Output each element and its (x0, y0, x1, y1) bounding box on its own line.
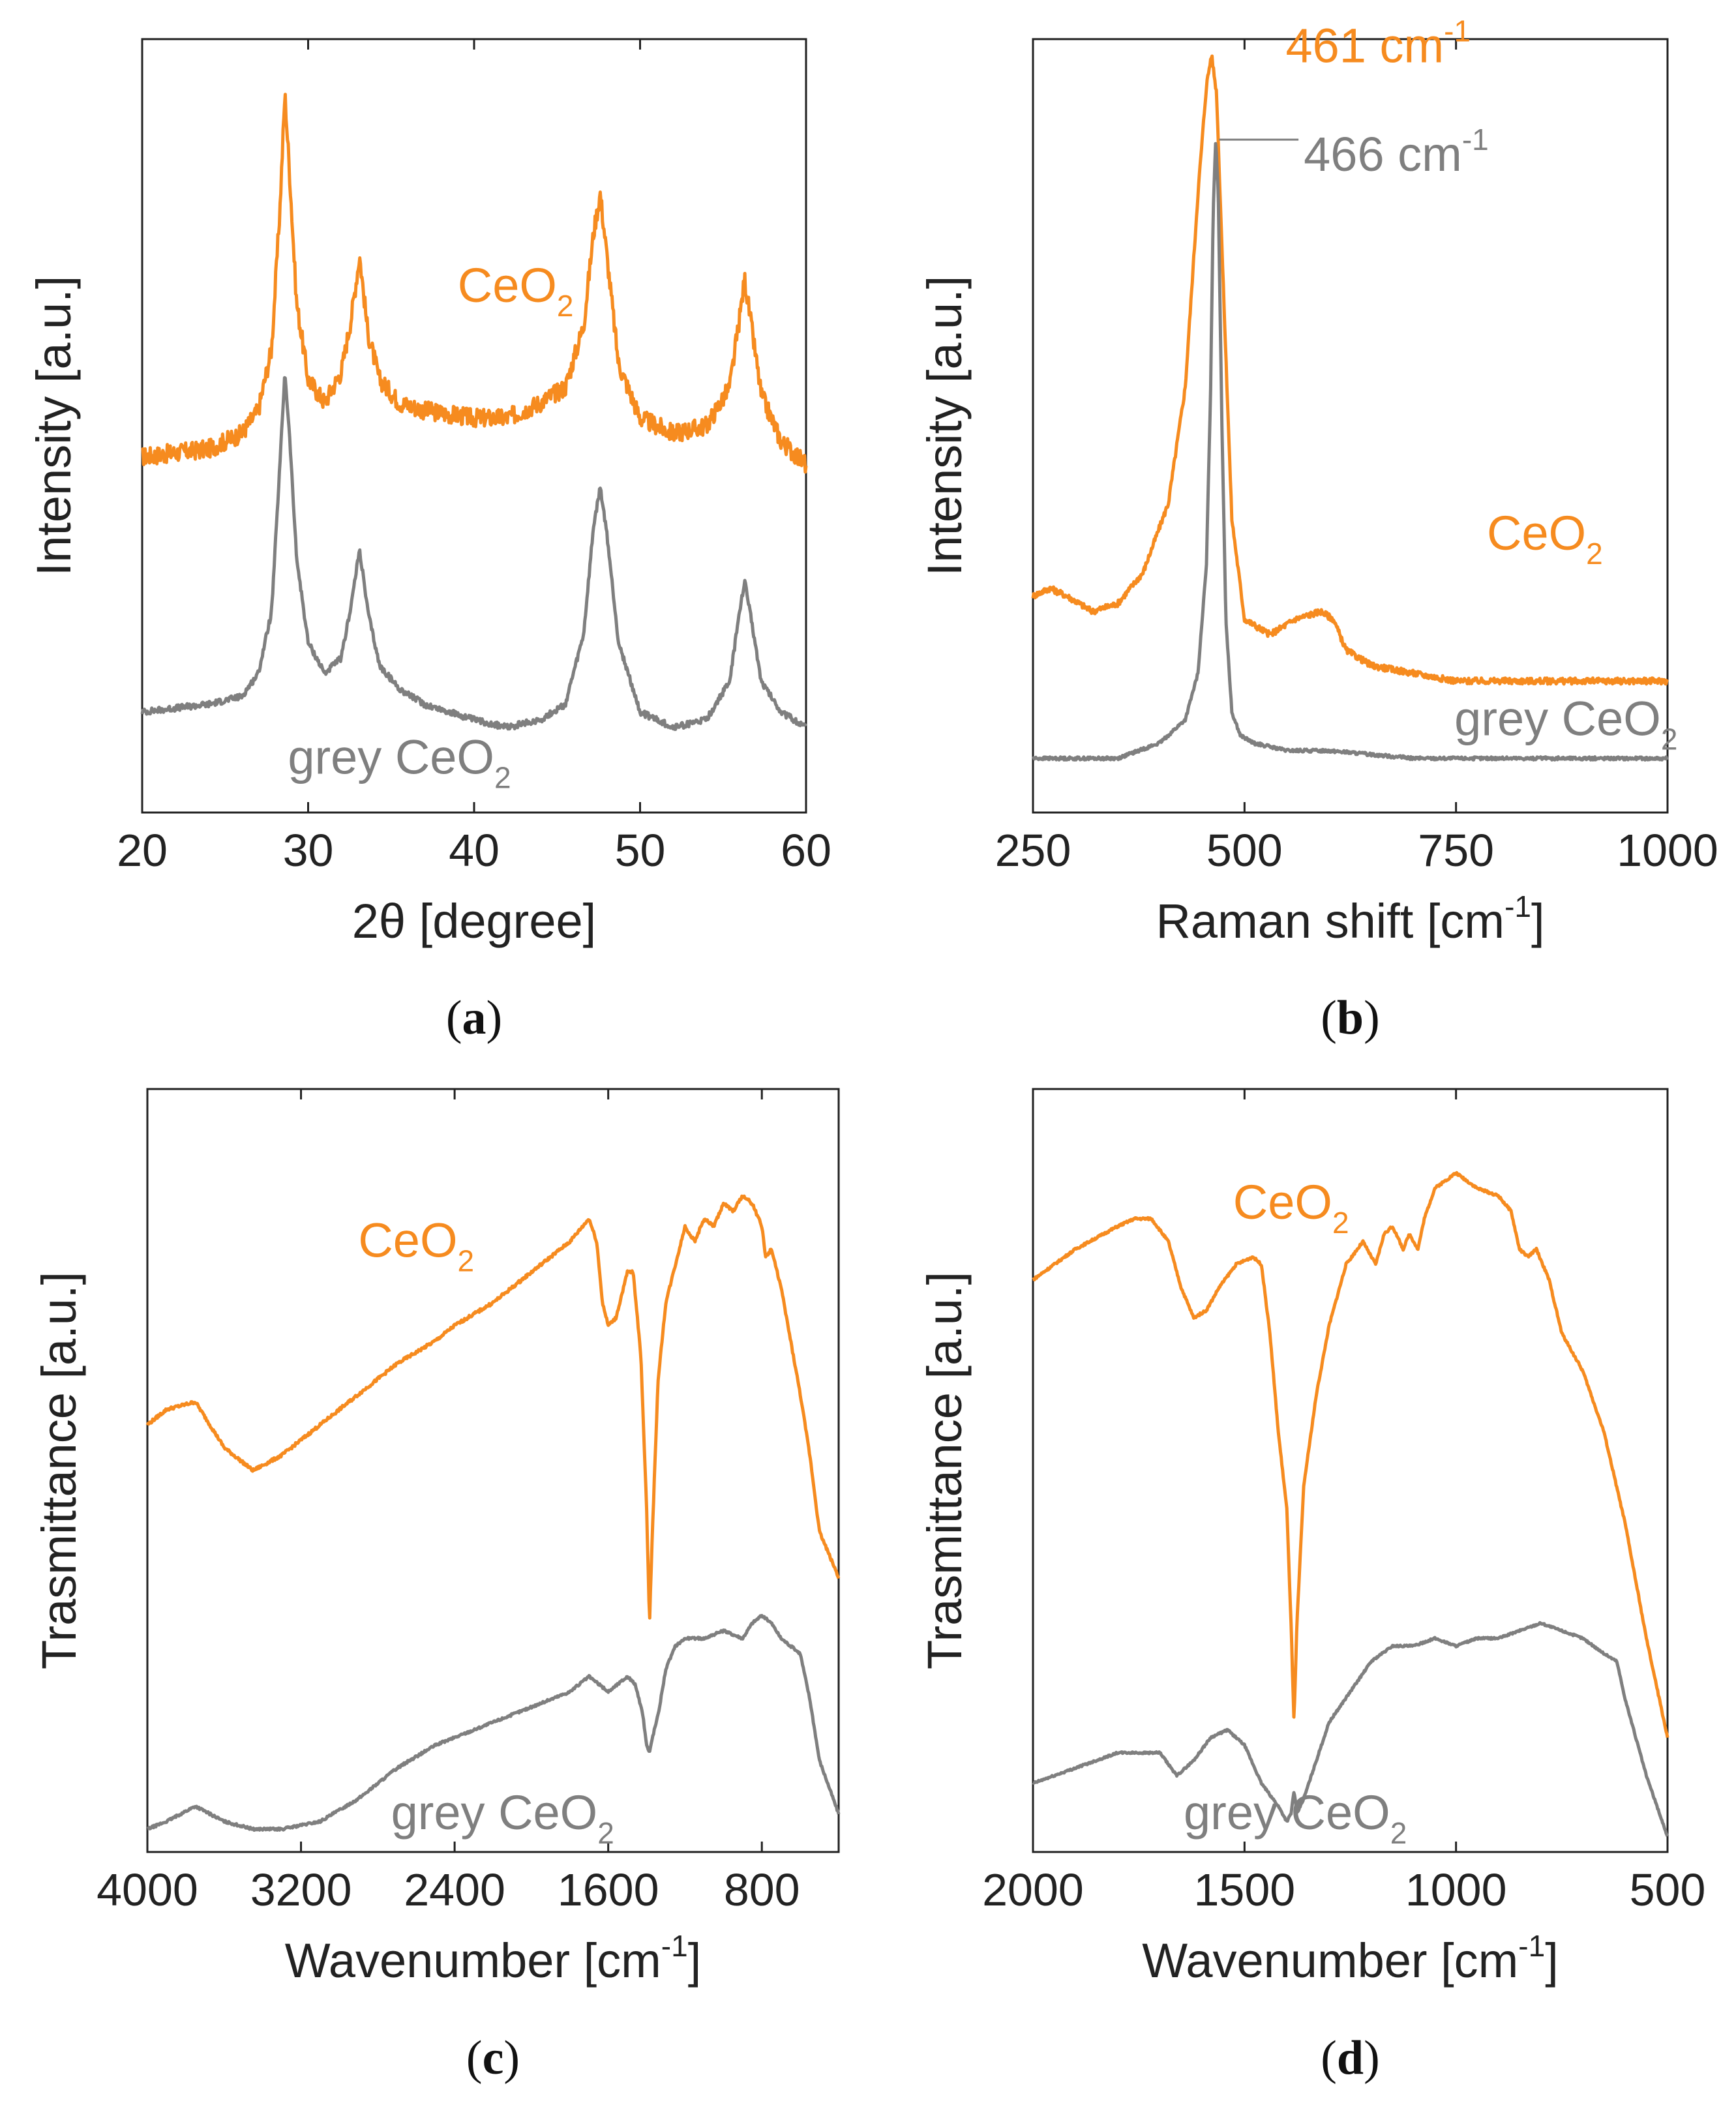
x-tick-label: 50 (615, 825, 666, 876)
y-axis-label: Intensity [a.u.] (918, 276, 972, 576)
x-tick-label: 250 (995, 825, 1071, 876)
y-axis-label: Trasmittance [a.u.] (918, 1272, 972, 1669)
series-line-grey-ceo2 (140, 376, 808, 731)
x-tick-label: 4000 (97, 1864, 198, 1915)
x-axis-label: Raman shift [cm-1] (1156, 889, 1544, 948)
panel-caption: (c) (466, 2031, 520, 2085)
x-tick-label: 30 (283, 825, 334, 876)
panel-caption: (d) (1321, 2031, 1379, 2085)
series-label: grey CeO2 (391, 1785, 614, 1850)
x-tick-label: 1000 (1617, 825, 1718, 876)
panel-b: 250 500 750 1000 Raman shift [cm-1] Intensity… (918, 14, 1718, 1045)
x-tick-label: 60 (781, 825, 831, 876)
series-label: grey CeO2 (1454, 691, 1677, 756)
x-tick-label: 750 (1418, 825, 1494, 876)
series-label: CeO2 (1233, 1175, 1349, 1240)
y-axis-label: Trasmittance [a.u.] (32, 1272, 86, 1669)
series-label: grey CeO2 (1184, 1785, 1407, 1850)
x-tick-label: 20 (117, 825, 168, 876)
panel-c: 4000 3200 2400 1600 800 Wavenumber [cm-1] Tras… (32, 1088, 841, 2085)
x-tick-label: 1500 (1193, 1864, 1295, 1915)
series-line-ceo2 (1032, 1171, 1669, 1739)
series-label: CeO2 (1487, 506, 1603, 571)
series-line-grey-ceo2 (1032, 142, 1669, 762)
series-line-grey-ceo2 (1032, 1620, 1669, 1838)
x-tick-label: 500 (1630, 1864, 1706, 1915)
x-axis-label: Wavenumber [cm-1] (1142, 1929, 1559, 1988)
x-tick-label: 2000 (982, 1864, 1084, 1915)
x-tick-label: 800 (724, 1864, 800, 1915)
panel-d: 2000 1500 1000 500 Wavenumber [cm-1] Trasmitt… (918, 1088, 1706, 2085)
panel-caption: (a) (446, 991, 502, 1045)
x-tick-label: 2400 (404, 1864, 505, 1915)
series-label: grey CeO2 (288, 730, 511, 795)
series-line-ceo2 (1031, 54, 1669, 686)
series-line-ceo2 (145, 1194, 841, 1620)
x-tick-label: 1000 (1405, 1864, 1507, 1915)
peak-annotation: 466 cm-1 (1304, 123, 1489, 181)
x-tick-label: 3200 (250, 1864, 352, 1915)
x-tick-label: 40 (449, 825, 500, 876)
x-axis-label: Wavenumber [cm-1] (285, 1929, 702, 1988)
plot-frame (1032, 1088, 1669, 1853)
plot-frame (146, 1088, 840, 1853)
y-axis-label: Intensity [a.u.] (27, 276, 81, 576)
x-tick-label: 500 (1206, 825, 1283, 876)
series-line-ceo2 (141, 93, 808, 474)
panel-a: 20 30 40 50 60 2θ [degree] Intensity [a.u.] CeO… (27, 38, 831, 1045)
series-line-grey-ceo2 (146, 1613, 841, 1832)
plot-frame (1032, 38, 1669, 814)
peak-annotation: 461 cm-1 (1285, 14, 1471, 73)
series-label: CeO2 (458, 258, 574, 323)
series-label: CeO2 (358, 1213, 474, 1277)
panel-caption: (b) (1321, 991, 1379, 1045)
x-axis-label: 2θ [degree] (352, 894, 596, 948)
x-tick-label: 1600 (558, 1864, 659, 1915)
